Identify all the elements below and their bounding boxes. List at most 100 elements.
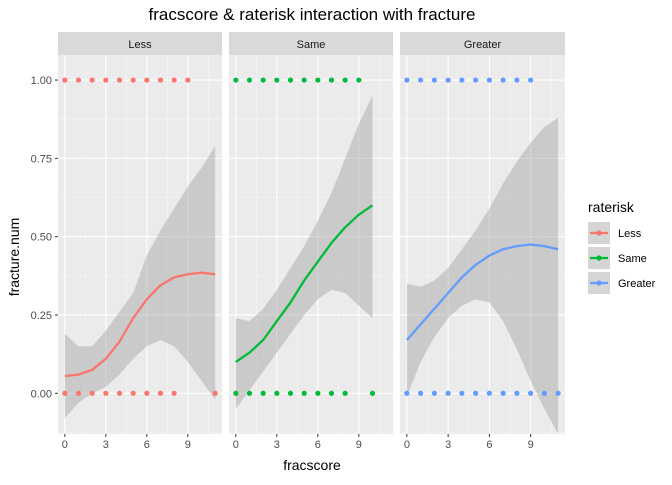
- data-point: [500, 390, 506, 396]
- y-tick-label: 1.00: [31, 75, 52, 87]
- data-point: [315, 390, 321, 396]
- data-point: [130, 390, 136, 396]
- smooth-line: [235, 204, 374, 363]
- legend-key-point: [596, 255, 602, 261]
- facet-strip-label: Less: [128, 39, 152, 51]
- data-point: [486, 390, 492, 396]
- data-point: [233, 77, 239, 83]
- facet-strip: [58, 32, 222, 55]
- facet-strip: [229, 32, 393, 55]
- data-point: [89, 390, 95, 396]
- data-point: [274, 77, 280, 83]
- data-point: [144, 77, 150, 83]
- data-point: [260, 77, 266, 83]
- data-point: [301, 77, 307, 83]
- data-point: [287, 77, 294, 83]
- smooth-line: [406, 243, 559, 341]
- data-point: [486, 77, 492, 83]
- facet-panel-less: Less 0 3 6 9: [58, 32, 222, 451]
- data-point: [404, 77, 410, 83]
- data-point: [246, 390, 253, 396]
- data-point: [116, 390, 123, 396]
- data-point: [555, 390, 561, 396]
- x-tick-label: 3: [445, 439, 451, 451]
- data-point: [356, 77, 362, 83]
- legend-entry-less: Less: [588, 222, 642, 244]
- legend-entry-same: Same: [588, 247, 647, 269]
- data-point: [171, 77, 177, 83]
- facet-panel-same: Same 0 3 6 9: [229, 32, 393, 451]
- data-point: [260, 390, 266, 396]
- x-tick-label: 0: [404, 439, 410, 451]
- facet-strip-label: Greater: [464, 39, 502, 51]
- data-point: [445, 77, 451, 83]
- x-tick-label: 0: [233, 439, 239, 451]
- data-point: [459, 390, 465, 396]
- data-point: [514, 390, 520, 396]
- data-point: [62, 390, 68, 396]
- facet-strip: [400, 32, 565, 55]
- data-point: [103, 77, 109, 83]
- data-point: [246, 77, 253, 83]
- y-axis: 0.00 0.25 0.50 0.75 1.00: [31, 75, 58, 400]
- legend-key-point: [596, 280, 602, 286]
- x-tick-label: 9: [185, 439, 191, 451]
- data-point: [144, 390, 150, 396]
- data-point: [342, 77, 348, 83]
- data-point: [418, 77, 424, 83]
- x-tick-label: 9: [528, 439, 534, 451]
- data-point: [75, 77, 82, 83]
- data-point: [445, 390, 451, 396]
- legend-label: Less: [618, 228, 642, 240]
- y-tick-label: 0.00: [31, 388, 52, 400]
- data-point: [328, 77, 335, 83]
- data-point: [528, 77, 534, 83]
- data-point: [274, 390, 280, 396]
- data-point: [342, 390, 348, 396]
- data-point: [287, 390, 294, 396]
- x-axis-label: fracscore: [283, 457, 341, 473]
- facet-panels: Less 0 3 6 9 Same 0 3 6 9 Greater 0 3 6 9: [58, 32, 565, 451]
- facet-panel-greater: Greater 0 3 6 9: [400, 32, 565, 451]
- data-point: [301, 390, 307, 396]
- data-point: [116, 77, 123, 83]
- data-point: [459, 77, 465, 83]
- data-point: [369, 390, 376, 396]
- data-point: [89, 77, 95, 83]
- data-point: [473, 77, 479, 83]
- data-point: [171, 390, 177, 396]
- data-point: [514, 77, 520, 83]
- confidence-band: [64, 145, 216, 419]
- data-point: [404, 390, 410, 396]
- confidence-band: [406, 117, 559, 434]
- data-point: [328, 390, 335, 396]
- data-point: [473, 390, 479, 396]
- legend: raterisk Less Same Greater: [588, 199, 656, 294]
- x-tick-label: 9: [356, 439, 362, 451]
- data-point: [157, 77, 164, 83]
- y-tick-label: 0.75: [31, 153, 52, 165]
- data-point: [185, 77, 191, 83]
- data-point: [62, 77, 68, 83]
- x-tick-label: 0: [62, 439, 68, 451]
- data-point: [315, 77, 321, 83]
- data-point: [157, 390, 164, 396]
- legend-title: raterisk: [588, 199, 635, 215]
- data-point: [212, 390, 218, 396]
- data-point: [418, 390, 424, 396]
- x-tick-label: 3: [274, 439, 280, 451]
- y-axis-label: fracture.num: [6, 218, 22, 297]
- facet-strip-label: Same: [297, 39, 326, 51]
- legend-label: Greater: [618, 278, 656, 290]
- x-tick-label: 6: [486, 439, 492, 451]
- y-tick-label: 0.50: [31, 232, 52, 244]
- data-point: [103, 390, 109, 396]
- data-point: [233, 390, 239, 396]
- x-tick-label: 6: [144, 439, 150, 451]
- legend-label: Same: [618, 253, 647, 265]
- data-point: [75, 390, 82, 396]
- data-point: [528, 390, 534, 396]
- y-tick-label: 0.25: [31, 310, 52, 322]
- x-tick-label: 6: [315, 439, 321, 451]
